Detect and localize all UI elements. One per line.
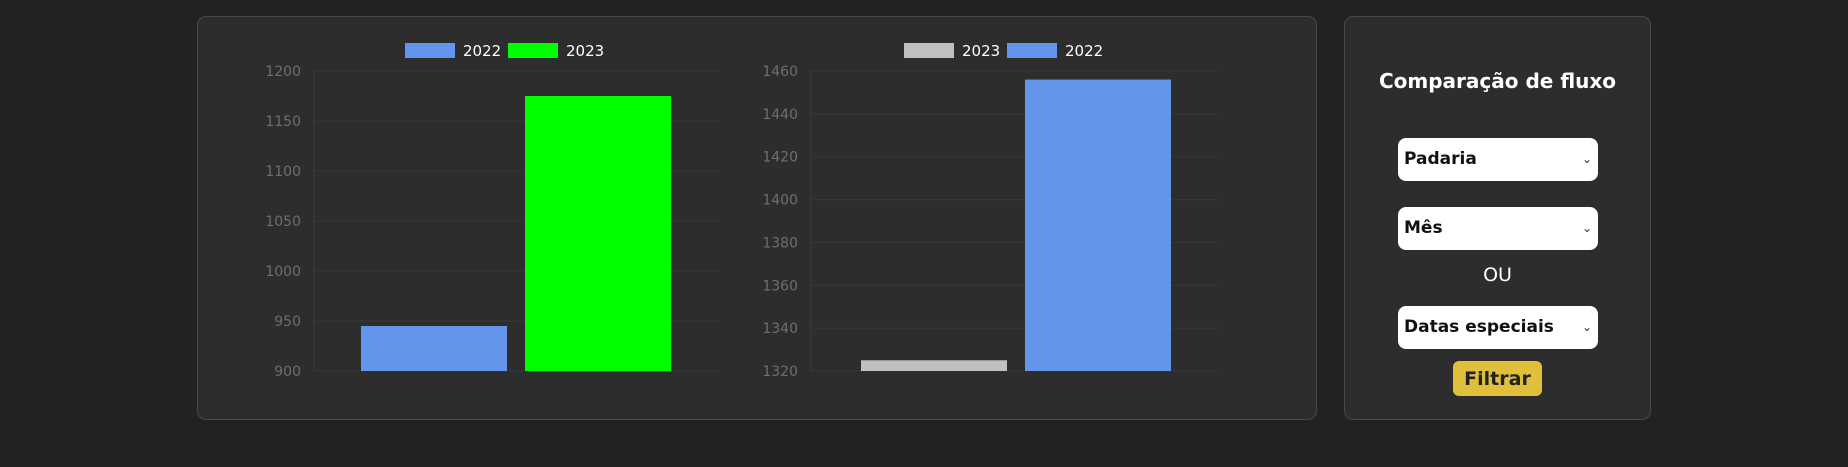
chevron-down-icon: ⌄ [1581, 221, 1592, 235]
special-dates-select[interactable]: Datas especiais ⌄ [1398, 306, 1598, 349]
legend-label: 2023 [962, 42, 1000, 60]
special-dates-select-value: Datas especiais [1404, 317, 1554, 337]
legend-swatch-2023 [904, 43, 954, 58]
legend-swatch-2022 [1007, 43, 1057, 58]
filter-button[interactable]: Filtrar [1453, 361, 1542, 396]
filter-title: Comparação de fluxo [1378, 69, 1617, 93]
y-tick-label: 950 [274, 314, 301, 330]
filter-panel: Comparação de fluxo Padaria ⌄ Mês ⌄ OU D… [1344, 16, 1651, 420]
y-tick-label: 1340 [762, 321, 798, 337]
legend-swatch-2022 [405, 43, 455, 58]
y-tick-label: 1420 [762, 150, 798, 166]
month-select[interactable]: Mês ⌄ [1398, 207, 1598, 250]
month-select-value: Mês [1404, 218, 1443, 238]
y-tick-label: 1460 [762, 64, 798, 80]
legend-label: 2022 [463, 42, 501, 60]
store-select-value: Padaria [1404, 149, 1477, 169]
y-tick-label: 1150 [265, 114, 301, 130]
legend-label: 2022 [1065, 42, 1103, 60]
y-tick-label: 1100 [265, 164, 301, 180]
y-tick-label: 1440 [762, 107, 798, 123]
bar-2023 [525, 96, 671, 371]
legend-swatch-2023 [508, 43, 558, 58]
or-label: OU [1483, 264, 1512, 286]
y-tick-label: 1400 [762, 193, 798, 209]
bar-2022 [361, 326, 507, 371]
charts-panel: 900 950 1000 1050 1100 1150 1200 2022 2023 1320 13… [197, 16, 1317, 420]
chevron-down-icon: ⌄ [1581, 152, 1592, 166]
store-select[interactable]: Padaria ⌄ [1398, 138, 1598, 181]
y-tick-label: 1380 [762, 235, 798, 251]
y-tick-label: 900 [274, 364, 301, 380]
y-tick-label: 1320 [762, 364, 798, 380]
charts-svg: 900 950 1000 1050 1100 1150 1200 2022 2023 1320 13… [265, 42, 1219, 380]
y-tick-label: 1000 [265, 264, 301, 280]
chevron-down-icon: ⌄ [1581, 320, 1592, 334]
y-tick-label: 1200 [265, 64, 301, 80]
legend-label: 2023 [566, 42, 604, 60]
bar-2023 [861, 360, 1007, 371]
y-tick-label: 1050 [265, 214, 301, 230]
y-tick-label: 1360 [762, 278, 798, 294]
bar-2022 [1025, 79, 1171, 372]
